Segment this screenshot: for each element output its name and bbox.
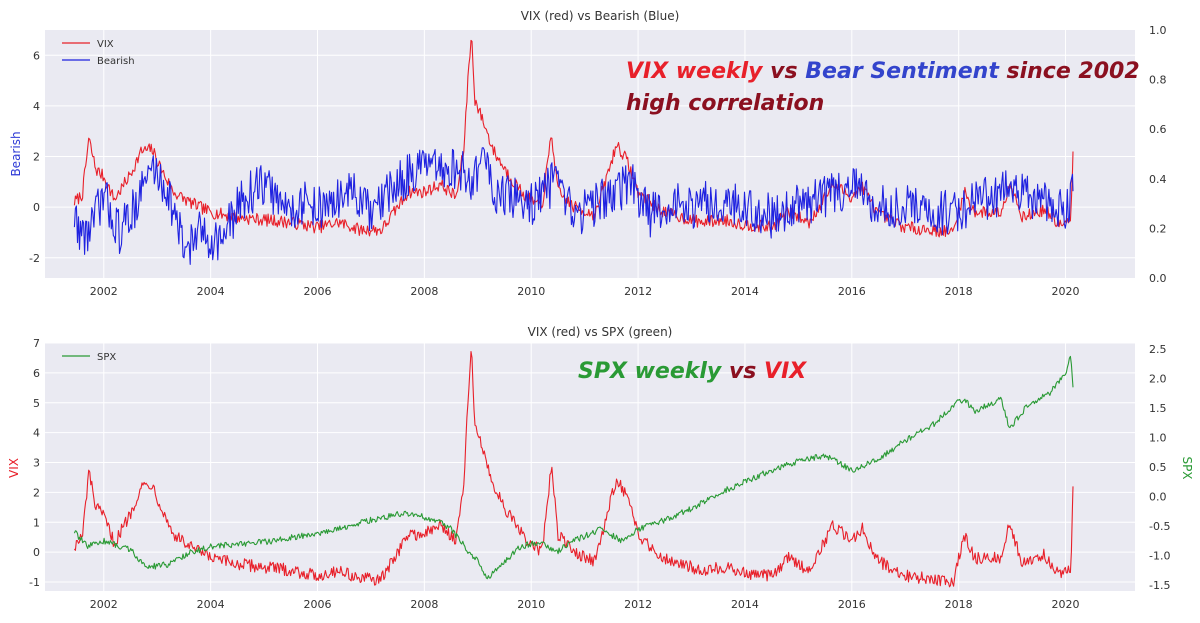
y-tick-label: 0 xyxy=(33,201,40,214)
x-tick-label: 2012 xyxy=(624,598,652,611)
y2-tick-label: 0.0 xyxy=(1149,272,1167,285)
y2-tick-label: 2.0 xyxy=(1149,372,1167,385)
x-tick-label: 2014 xyxy=(731,285,759,298)
y2-tick-label: 1.0 xyxy=(1149,431,1167,444)
y-tick-label: 7 xyxy=(33,337,40,350)
y-tick-label: 1 xyxy=(33,516,40,529)
y2-tick-label: -1.0 xyxy=(1149,550,1170,563)
y-tick-label: -1 xyxy=(29,576,40,589)
x-tick-label: 2008 xyxy=(410,285,438,298)
y-tick-label: 5 xyxy=(33,397,40,410)
top-annotation-line1: VIX weekly vs Bear Sentiment since 2002 xyxy=(626,59,1140,84)
bottom-gridlines xyxy=(45,342,1135,591)
y2-tick-label: 1.0 xyxy=(1149,24,1167,37)
y2-tick-label: -0.5 xyxy=(1149,520,1170,533)
y-tick-label: -2 xyxy=(29,252,40,265)
top-legend: VIX Bearish xyxy=(62,39,135,67)
y2-tick-label: 0.4 xyxy=(1149,173,1167,186)
bottom-y-ticks: -1 0 1 2 3 4 5 6 7 xyxy=(29,337,40,589)
bottom-annotation: SPX weekly vs VIX xyxy=(578,359,807,384)
y2-tick-label: 0.2 xyxy=(1149,222,1167,235)
y-tick-label: 0 xyxy=(33,546,40,559)
y-tick-label: 4 xyxy=(33,100,40,113)
x-tick-label: 2002 xyxy=(90,598,118,611)
annotation-vs: vs xyxy=(763,59,806,84)
top-annotation-line2: high correlation xyxy=(626,91,824,116)
x-tick-label: 2010 xyxy=(517,598,545,611)
y-tick-label: 6 xyxy=(33,49,40,62)
series-bearish-line xyxy=(73,147,1074,265)
y-tick-label: 2 xyxy=(33,151,40,164)
y-tick-label: 6 xyxy=(33,367,40,380)
y2-tick-label: 0.6 xyxy=(1149,123,1167,136)
x-tick-label: 2014 xyxy=(731,598,759,611)
x-tick-label: 2018 xyxy=(945,285,973,298)
top-x-ticks: 2002 2004 2006 2008 2010 2012 2014 2016 2018 2020 xyxy=(90,285,1080,298)
y2-tick-label: -1.5 xyxy=(1149,579,1170,592)
annotation-spx-weekly: SPX weekly xyxy=(578,359,723,384)
series-vix-line xyxy=(73,351,1074,588)
y2-tick-label: 1.5 xyxy=(1149,402,1167,415)
annotation-since-2002: since 2002 xyxy=(999,59,1140,84)
legend-label-bearish: Bearish xyxy=(97,56,135,67)
y2-tick-label: 0.0 xyxy=(1149,491,1167,504)
legend-label-vix: VIX xyxy=(97,39,114,50)
top-gridlines xyxy=(45,30,1135,278)
x-tick-label: 2020 xyxy=(1052,285,1080,298)
x-tick-label: 2016 xyxy=(838,285,866,298)
bottom-y2-axis-label: SPX xyxy=(1180,456,1194,479)
annotation-vix-weekly: VIX weekly xyxy=(626,59,764,84)
top-chart-title: VIX (red) vs Bearish (Blue) xyxy=(521,9,680,23)
bottom-y-axis-label: VIX xyxy=(7,458,21,478)
y2-tick-label: 2.5 xyxy=(1149,343,1167,356)
top-y-axis-label: Bearish xyxy=(9,131,23,176)
x-tick-label: 2008 xyxy=(410,598,438,611)
x-tick-label: 2004 xyxy=(197,285,225,298)
top-y-ticks: -2 0 2 4 6 xyxy=(29,49,40,264)
y-tick-label: 2 xyxy=(33,486,40,499)
x-tick-label: 2006 xyxy=(304,598,332,611)
x-tick-label: 2012 xyxy=(624,285,652,298)
x-tick-label: 2006 xyxy=(304,285,332,298)
y-tick-label: 4 xyxy=(33,427,40,440)
top-y2-ticks: 0.0 0.2 0.4 0.6 0.8 1.0 xyxy=(1149,24,1167,285)
annotation-bear-sentiment: Bear Sentiment xyxy=(805,59,1000,84)
top-chart: VIX (red) vs Bearish (Blue) 2002 2004 2006… xyxy=(9,9,1167,298)
bottom-chart: VIX (red) vs SPX (green) 2002 2004 2006 200… xyxy=(7,325,1194,611)
annotation-vs-2: vs xyxy=(721,359,764,384)
x-tick-label: 2016 xyxy=(838,598,866,611)
y2-tick-label: 0.5 xyxy=(1149,461,1167,474)
x-tick-label: 2010 xyxy=(517,285,545,298)
top-series-layer xyxy=(73,39,1074,265)
bottom-plot-area xyxy=(45,343,1135,591)
bottom-chart-title: VIX (red) vs SPX (green) xyxy=(528,325,673,339)
x-tick-label: 2018 xyxy=(945,598,973,611)
x-tick-label: 2004 xyxy=(197,598,225,611)
series-spx-line xyxy=(73,355,1074,580)
bottom-series-layer xyxy=(73,351,1074,588)
annotation-vix: VIX xyxy=(764,359,807,384)
legend-label-spx: SPX xyxy=(97,352,116,363)
bottom-legend: SPX xyxy=(62,352,116,363)
bottom-x-ticks: 2002 2004 2006 2008 2010 2012 2014 2016 2018 2020 xyxy=(90,598,1080,611)
x-tick-label: 2020 xyxy=(1052,598,1080,611)
bottom-y2-ticks: -1.5 -1.0 -0.5 0.0 0.5 1.0 1.5 2.0 2.5 xyxy=(1149,343,1170,592)
y2-tick-label: 0.8 xyxy=(1149,74,1167,87)
y-tick-label: 3 xyxy=(33,457,40,470)
x-tick-label: 2002 xyxy=(90,285,118,298)
